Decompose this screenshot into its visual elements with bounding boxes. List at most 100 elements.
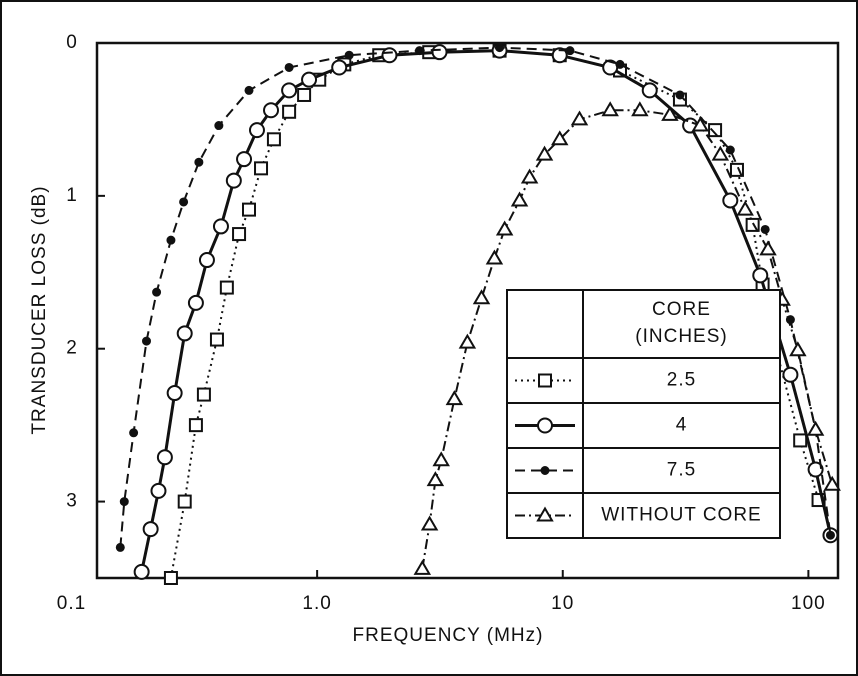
marker [414, 46, 424, 56]
legend-label: 7.5 [667, 460, 696, 481]
marker [209, 332, 224, 347]
marker [823, 475, 841, 491]
marker [691, 116, 710, 132]
marker [420, 515, 439, 531]
marker [177, 494, 192, 509]
marker [736, 200, 754, 216]
marker [344, 50, 354, 60]
marker [381, 47, 398, 64]
marker [782, 366, 799, 383]
marker [198, 252, 215, 269]
marker [176, 325, 193, 342]
marker [752, 267, 769, 284]
marker [152, 287, 162, 297]
marker [266, 132, 281, 147]
marker [432, 451, 450, 467]
marker [166, 235, 176, 245]
marker [232, 227, 247, 242]
y-axis-label: TRANSDUCER LOSS (dB) [29, 185, 50, 434]
legend-label: 4 [676, 415, 688, 436]
marker [426, 471, 445, 487]
marker [722, 192, 739, 209]
y-tick-label: 1 [66, 185, 78, 206]
marker [179, 197, 189, 207]
marker [301, 71, 318, 88]
marker [254, 161, 269, 176]
marker [242, 202, 257, 217]
marker [615, 59, 625, 69]
marker [219, 280, 234, 295]
marker [485, 249, 504, 265]
marker [115, 542, 125, 552]
marker [142, 521, 159, 538]
marker [133, 563, 150, 580]
legend-label: WITHOUT CORE [601, 505, 761, 526]
marker [711, 145, 730, 161]
marker [495, 220, 514, 236]
marker [641, 82, 658, 99]
marker [187, 294, 204, 311]
marker [212, 218, 229, 235]
marker [759, 240, 777, 256]
marker [472, 289, 491, 305]
marker [535, 145, 554, 161]
marker [458, 333, 477, 349]
marker [725, 145, 735, 155]
marker [793, 433, 808, 448]
marker [150, 482, 167, 499]
marker [166, 385, 183, 402]
marker [675, 90, 685, 100]
marker [284, 62, 294, 72]
legend-box [506, 289, 781, 539]
marker [214, 121, 224, 131]
series-line [140, 49, 832, 573]
legend-title: (INCHES) [635, 326, 727, 347]
series-line [119, 46, 832, 548]
marker [129, 428, 139, 438]
marker [188, 418, 203, 433]
x-tick-label: 10 [551, 593, 574, 614]
marker [520, 168, 539, 184]
marker [540, 466, 550, 475]
x-axis-label: FREQUENCY (MHz) [353, 625, 544, 646]
marker [537, 417, 553, 434]
marker [708, 123, 723, 138]
marker [825, 530, 835, 540]
marker [413, 559, 432, 575]
marker [194, 157, 204, 167]
marker [631, 101, 649, 117]
marker [538, 373, 552, 388]
y-tick-label: 3 [66, 491, 78, 512]
legend: CORE (INCHES) 2.5 4 7.5 WITHOUT CORE [506, 289, 781, 539]
marker [156, 449, 173, 466]
marker [760, 224, 770, 234]
marker [142, 336, 152, 346]
legend-label: 2.5 [667, 370, 696, 391]
marker [601, 101, 619, 117]
marker [661, 105, 679, 121]
plot-area [97, 42, 841, 585]
marker [282, 104, 297, 119]
marker [570, 110, 589, 126]
marker [236, 151, 253, 168]
marker [225, 172, 242, 189]
plot-frame [95, 41, 840, 580]
marker [445, 390, 464, 406]
marker [789, 341, 807, 357]
marker [163, 571, 178, 585]
marker [550, 130, 569, 146]
marker [263, 102, 280, 119]
marker [495, 43, 505, 53]
marker [297, 87, 312, 102]
marker [551, 47, 568, 64]
x-tick-label: 1.0 [302, 593, 331, 614]
y-tick-label: 0 [66, 32, 78, 53]
legend-title: CORE [652, 299, 711, 320]
x-tick-label: 0.1 [57, 593, 86, 614]
marker [119, 497, 129, 507]
marker [431, 44, 448, 61]
marker [281, 82, 298, 99]
marker [807, 461, 824, 478]
marker [510, 191, 529, 207]
